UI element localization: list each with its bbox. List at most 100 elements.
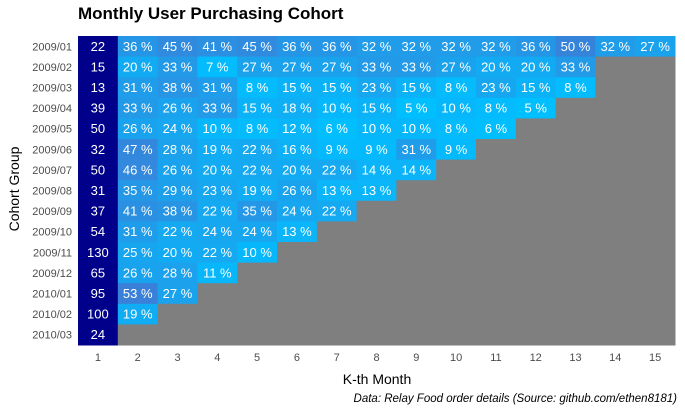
retention-label: 19 % xyxy=(202,142,232,157)
retention-cell xyxy=(555,36,596,58)
retention-cell xyxy=(555,56,596,78)
cohort-size-label: 65 xyxy=(91,265,105,280)
empty-cell xyxy=(555,97,596,119)
retention-cell xyxy=(237,159,278,181)
retention-label: 10 % xyxy=(441,101,471,116)
retention-label: 18 % xyxy=(282,101,312,116)
empty-cell xyxy=(436,283,477,305)
retention-label: 12 % xyxy=(282,121,312,136)
empty-cell xyxy=(436,180,477,202)
empty-cell xyxy=(595,242,636,264)
retention-cell xyxy=(157,180,198,202)
retention-cell xyxy=(595,36,636,58)
empty-cell xyxy=(515,262,557,284)
retention-cell xyxy=(436,139,477,161)
retention-cell xyxy=(277,200,318,222)
retention-cell xyxy=(316,180,358,202)
y-tick-label: 2009/12 xyxy=(32,268,72,280)
empty-cell xyxy=(356,324,397,346)
empty-cell xyxy=(237,303,278,325)
empty-cell xyxy=(436,303,477,325)
empty-cell xyxy=(635,221,676,243)
retention-cell xyxy=(396,139,437,161)
retention-cell xyxy=(117,242,159,264)
empty-cell xyxy=(595,324,636,346)
empty-cell xyxy=(476,262,517,284)
retention-cell xyxy=(157,97,198,119)
empty-cell xyxy=(476,139,517,161)
retention-cell xyxy=(277,118,318,140)
empty-cell xyxy=(117,324,159,346)
empty-cell xyxy=(515,221,557,243)
retention-cell xyxy=(117,118,159,140)
x-tick-label: 2 xyxy=(135,352,141,364)
empty-cell xyxy=(356,303,397,325)
retention-label: 19 % xyxy=(123,307,153,322)
cohort-size-label: 32 xyxy=(91,142,105,157)
empty-cell xyxy=(436,262,477,284)
x-tick-label: 1 xyxy=(95,352,101,364)
retention-label: 22 % xyxy=(322,204,352,219)
retention-cell xyxy=(157,118,198,140)
cohort-size-cell xyxy=(78,36,119,58)
empty-cell xyxy=(356,242,397,264)
y-tick-label: 2010/02 xyxy=(32,309,72,321)
retention-cell xyxy=(157,56,198,78)
retention-label: 15 % xyxy=(401,80,431,95)
empty-cell xyxy=(396,303,437,325)
retention-cell xyxy=(635,36,676,58)
retention-label: 45 % xyxy=(163,39,193,54)
empty-cell xyxy=(157,303,198,325)
retention-label: 20 % xyxy=(163,245,193,260)
empty-cell xyxy=(316,283,358,305)
y-tick-label: 2009/05 xyxy=(32,124,72,136)
retention-cell xyxy=(197,56,238,78)
cohort-size-label: 50 xyxy=(91,162,105,177)
retention-cell xyxy=(396,56,437,78)
retention-cell xyxy=(157,77,198,99)
empty-cell xyxy=(237,262,278,284)
empty-cell xyxy=(277,262,318,284)
x-tick-label: 5 xyxy=(254,352,260,364)
retention-cell xyxy=(316,159,358,181)
retention-label: 10 % xyxy=(401,121,431,136)
retention-cell xyxy=(476,118,517,140)
retention-label: 8 % xyxy=(445,121,468,136)
retention-cell xyxy=(157,159,198,181)
x-tick-label: 6 xyxy=(294,352,300,364)
cohort-size-cell xyxy=(78,303,119,325)
retention-cell xyxy=(316,56,358,78)
empty-cell xyxy=(595,159,636,181)
retention-cell xyxy=(197,139,238,161)
retention-cell xyxy=(197,242,238,264)
retention-label: 26 % xyxy=(123,265,153,280)
empty-cell xyxy=(396,262,437,284)
retention-cell xyxy=(316,200,358,222)
empty-cell xyxy=(555,283,596,305)
empty-cell xyxy=(277,324,318,346)
cohort-size-cell xyxy=(78,56,119,78)
retention-cell xyxy=(157,139,198,161)
y-tick-label: 2009/07 xyxy=(32,165,72,177)
empty-cell xyxy=(476,180,517,202)
x-tick-label: 13 xyxy=(569,352,581,364)
empty-cell xyxy=(396,221,437,243)
y-tick-label: 2010/01 xyxy=(32,289,72,301)
retention-cell xyxy=(197,262,238,284)
retention-cell xyxy=(117,283,159,305)
empty-cell xyxy=(436,200,477,222)
retention-cell xyxy=(237,200,278,222)
retention-cell xyxy=(237,36,278,58)
retention-label: 36 % xyxy=(322,39,352,54)
empty-cell xyxy=(515,180,557,202)
retention-label: 27 % xyxy=(242,59,272,74)
empty-cell xyxy=(635,77,676,99)
retention-cell xyxy=(117,221,159,243)
x-tick-label: 8 xyxy=(373,352,379,364)
y-tick-label: 2009/01 xyxy=(32,41,72,53)
empty-cell xyxy=(635,97,676,119)
empty-cell xyxy=(396,283,437,305)
x-tick-label: 11 xyxy=(490,352,501,364)
retention-cell xyxy=(277,97,318,119)
retention-cell xyxy=(237,97,278,119)
